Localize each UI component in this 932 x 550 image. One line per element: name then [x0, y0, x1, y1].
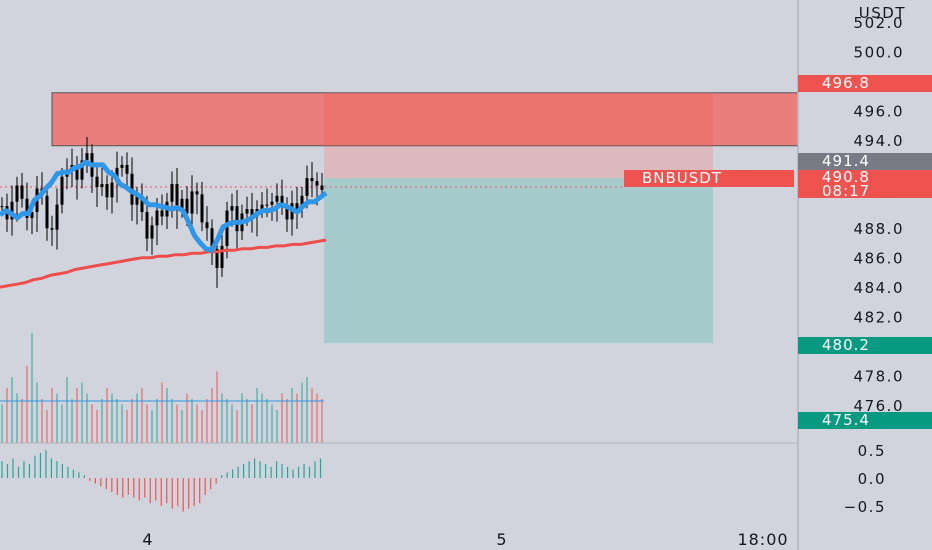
candle-body — [230, 206, 234, 211]
last-price-label: 490.8 08:17 — [798, 168, 932, 200]
candle-body — [235, 206, 239, 232]
candle-body — [190, 191, 194, 214]
candle-body — [275, 195, 279, 202]
candle-body — [95, 176, 99, 187]
price-tick-label: 482.0 — [854, 309, 904, 327]
candle-body — [155, 210, 159, 226]
oscillator-tick-label: 0.5 — [858, 442, 886, 460]
candle-body — [20, 185, 24, 199]
candle-body — [80, 160, 84, 180]
last-price-value: 490.8 — [822, 168, 870, 186]
volume-histogram — [0, 333, 324, 443]
price-tick-label: 476.0 — [854, 397, 904, 415]
time-tick-label: 18:00 — [737, 530, 788, 549]
candle-body — [60, 176, 64, 205]
candle-body — [195, 191, 199, 195]
price-tick-label: 494.0 — [854, 132, 904, 150]
candle-body — [210, 228, 214, 249]
candle-body — [120, 164, 124, 168]
candle-body — [10, 201, 14, 220]
candle-body — [200, 194, 204, 223]
ma-fast-line — [0, 159, 328, 253]
ma-slow-line — [0, 238, 327, 289]
candle-body — [110, 182, 114, 198]
candle-body — [305, 178, 309, 196]
candle-body — [180, 198, 184, 210]
candle-body — [320, 185, 324, 190]
reward-zone — [324, 178, 713, 344]
candle-body — [160, 210, 164, 217]
stop-price-label: 496.8 — [798, 75, 932, 92]
candle-body — [55, 204, 59, 230]
candle-body — [185, 198, 189, 214]
risk-zone-overlay — [324, 92, 713, 146]
price-tick-label: 478.0 — [854, 367, 904, 385]
candle-body — [265, 204, 269, 206]
candle-body — [270, 201, 274, 205]
candle-body — [145, 212, 149, 239]
price-tick-label: 486.0 — [854, 250, 904, 268]
candle-body — [0, 206, 4, 208]
oscillator-tick-label: 0.0 — [858, 470, 886, 488]
candle-body — [175, 184, 179, 210]
candle-body — [85, 153, 89, 161]
candle-body — [125, 164, 129, 174]
candle-body — [135, 195, 139, 205]
price-tick-label: 502.0 — [854, 14, 904, 32]
candle-body — [140, 195, 144, 213]
oscillator-histogram — [1, 450, 322, 512]
time-tick-label: 4 — [142, 530, 153, 549]
candle-body — [30, 212, 34, 218]
target-price-label: 480.2 — [798, 337, 932, 354]
currency-label: USDT — [858, 4, 906, 22]
candle-body — [245, 209, 249, 214]
candle-body — [50, 228, 54, 230]
price-tick-label: 496.0 — [854, 102, 904, 120]
oscillator-tick-label: −0.5 — [844, 498, 886, 516]
candle-body — [100, 184, 104, 187]
candle-body — [75, 164, 79, 180]
candle-body — [45, 195, 49, 229]
entry-price-label: 491.4 — [798, 153, 932, 170]
low-price-label: 475.4 — [798, 412, 932, 429]
candle-body — [285, 206, 289, 220]
candle-body — [25, 198, 29, 218]
risk-zone — [51, 92, 799, 147]
candle-body — [15, 185, 19, 202]
candle-body — [205, 222, 209, 229]
candle-body — [315, 181, 319, 186]
candle-body — [295, 203, 299, 210]
countdown-timer: 08:17 — [822, 182, 871, 200]
candle-body — [225, 210, 229, 246]
candle-body — [220, 245, 224, 268]
price-tick-label: 500.0 — [854, 44, 904, 62]
price-tick-label: 488.0 — [854, 220, 904, 238]
symbol-price-tag: BNBUSDT — [624, 170, 794, 187]
candle-body — [260, 204, 264, 210]
candle-body — [280, 195, 284, 207]
candle-body — [215, 248, 219, 268]
time-tick-label: 5 — [496, 530, 507, 549]
candle-body — [310, 178, 314, 182]
candle-body — [150, 225, 154, 239]
candle-body — [300, 195, 304, 210]
candle-body — [250, 209, 254, 217]
price-tick-label: 484.0 — [854, 279, 904, 297]
candle-body — [170, 184, 174, 202]
candle-body — [105, 184, 109, 198]
